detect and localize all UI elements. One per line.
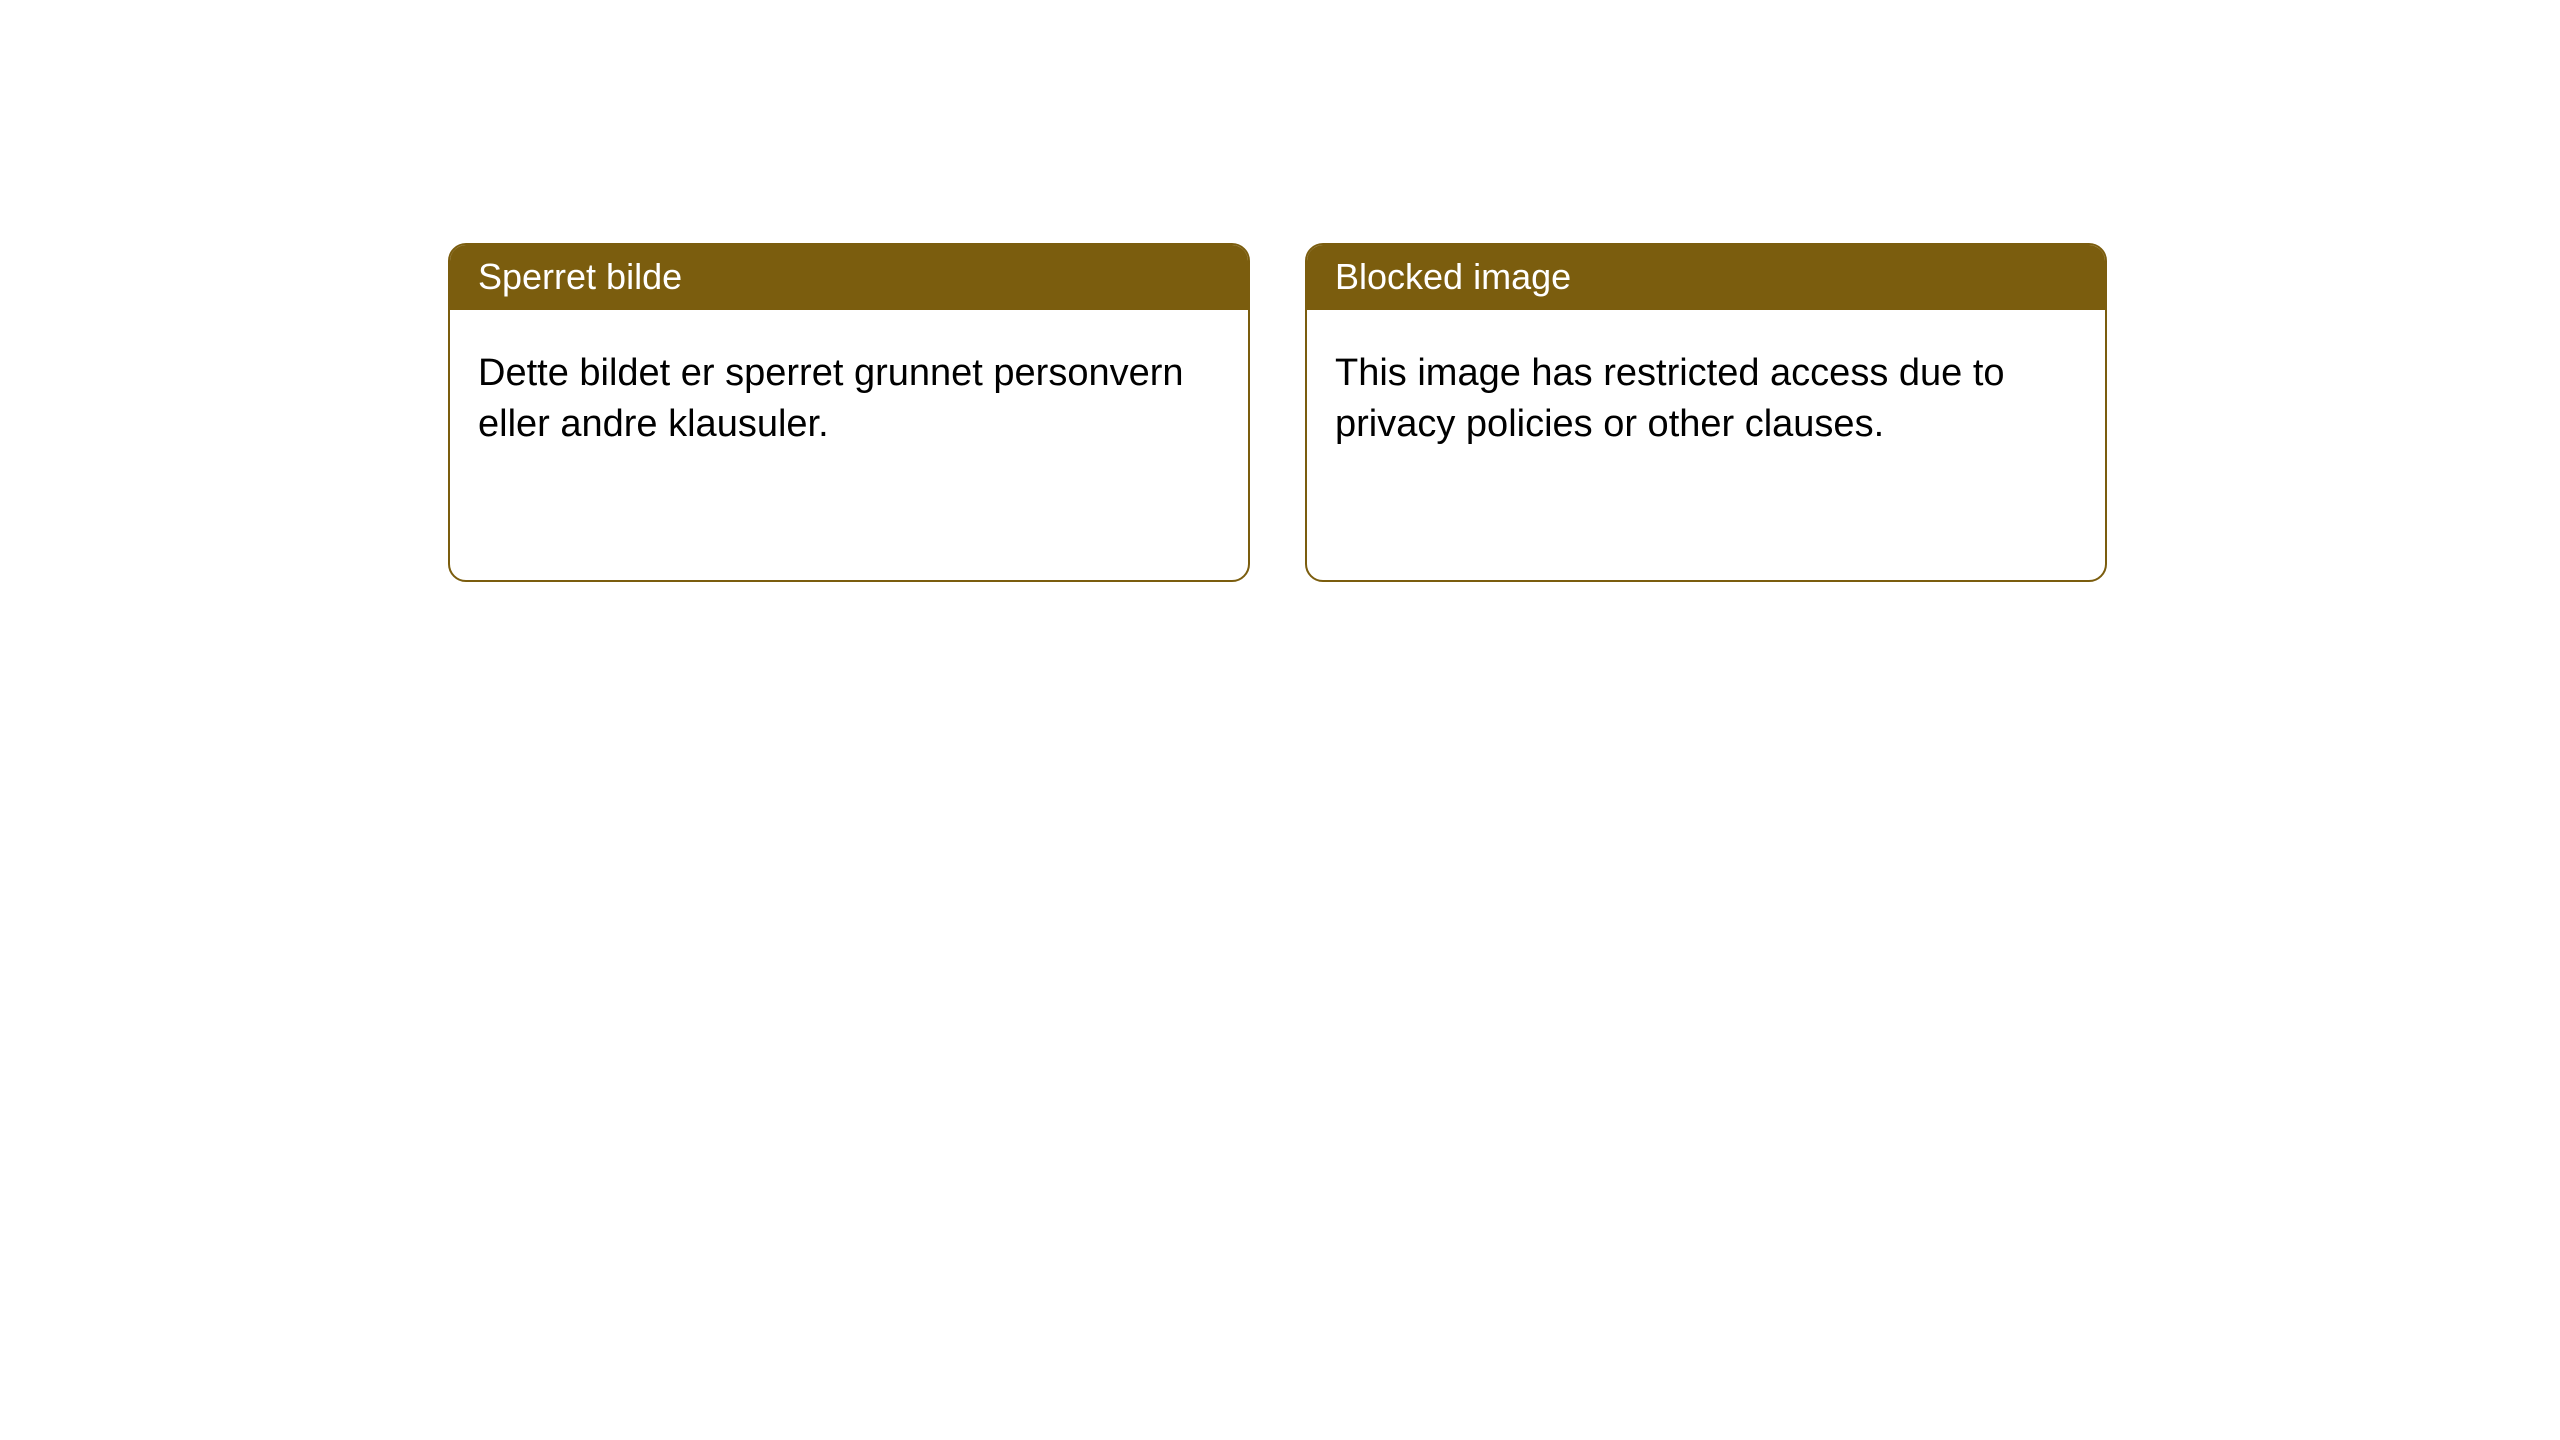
- card-header: Blocked image: [1307, 245, 2105, 310]
- notice-card-norwegian: Sperret bilde Dette bildet er sperret gr…: [448, 243, 1250, 582]
- notice-card-english: Blocked image This image has restricted …: [1305, 243, 2107, 582]
- notice-container: Sperret bilde Dette bildet er sperret gr…: [0, 0, 2560, 582]
- card-body: This image has restricted access due to …: [1307, 310, 2105, 580]
- card-header: Sperret bilde: [450, 245, 1248, 310]
- card-body: Dette bildet er sperret grunnet personve…: [450, 310, 1248, 580]
